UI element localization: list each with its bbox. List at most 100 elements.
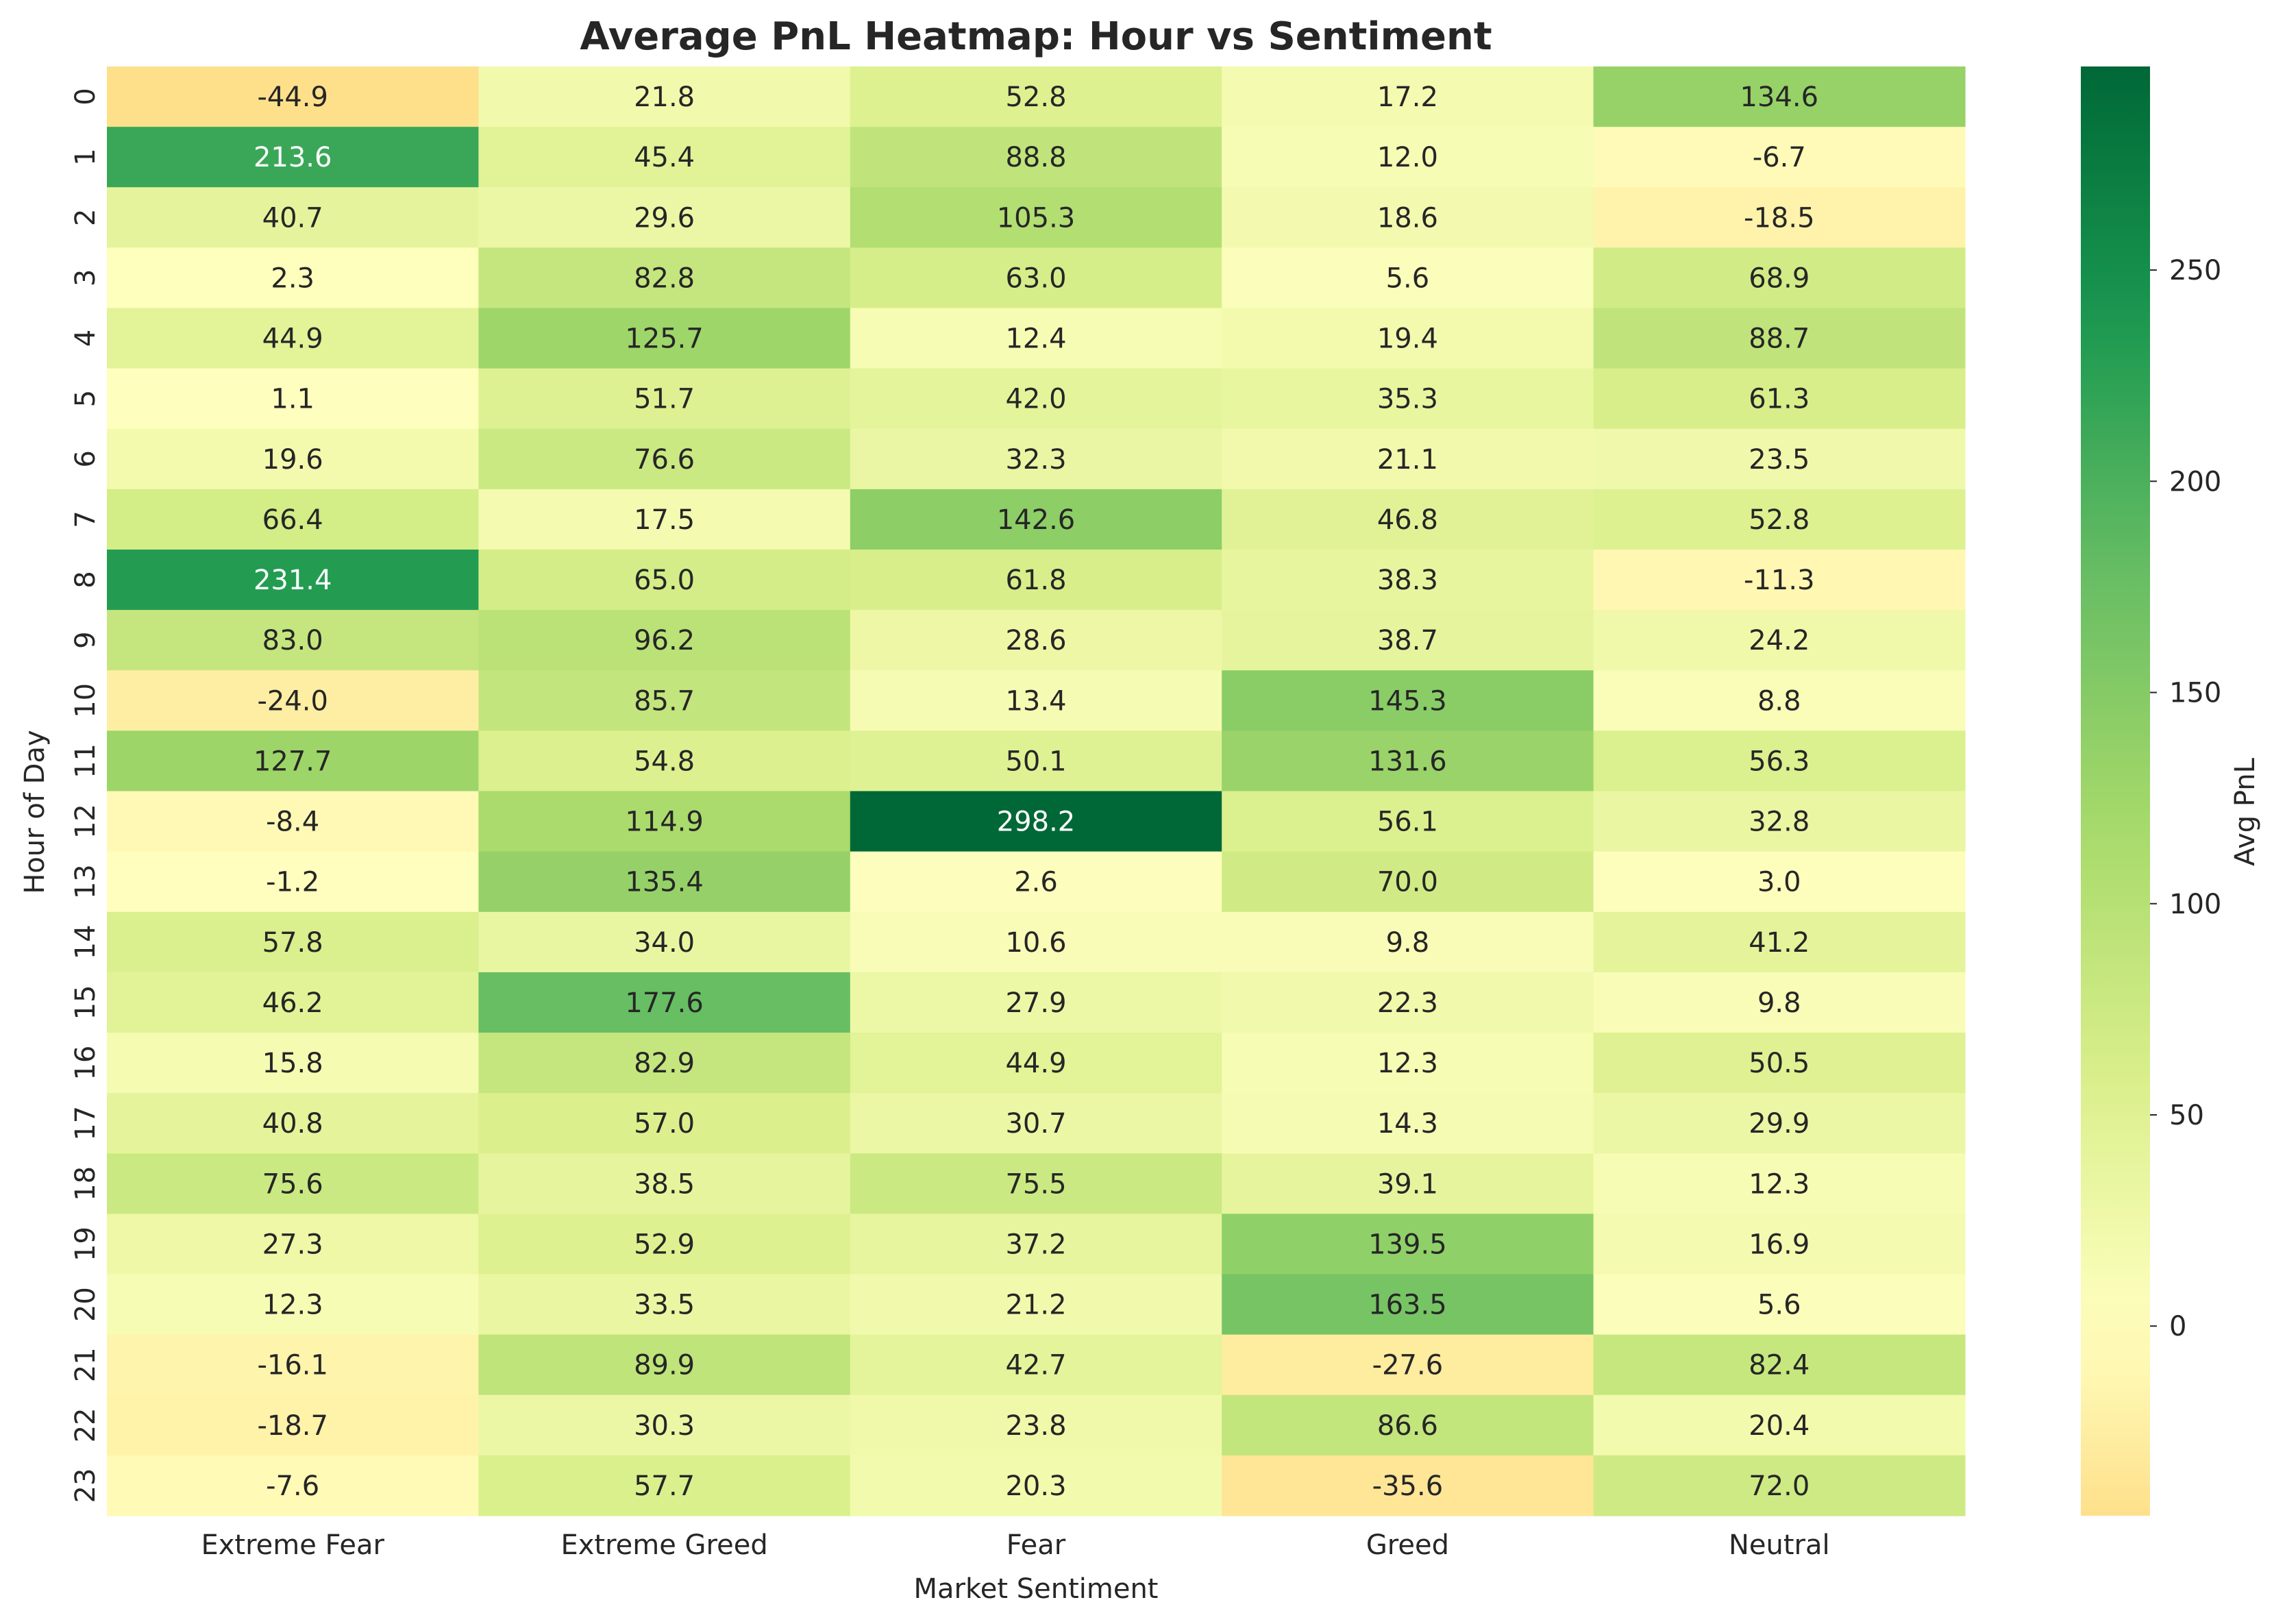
cell-value-label: 8.8 — [1757, 685, 1801, 717]
cell-value-label: -24.0 — [257, 685, 328, 717]
x-axis-ticks: Extreme Fear Extreme Greed Fear Greed Neutra… — [201, 1529, 1829, 1561]
heatmap-cell — [107, 730, 479, 792]
y-tick-label: 13 — [70, 864, 101, 899]
cell-value-label: 57.7 — [634, 1471, 695, 1502]
colorbar-tick-label: 0 — [2169, 1311, 2186, 1342]
heatmap-cell — [1222, 428, 1594, 490]
cell-value-label: 142.6 — [997, 504, 1076, 536]
x-tick-label: Fear — [1006, 1529, 1066, 1561]
x-tick-label: Extreme Fear — [201, 1529, 384, 1561]
cell-value-label: 34.0 — [634, 927, 695, 959]
cell-value-label: 21.2 — [1005, 1290, 1066, 1321]
heatmap-cell — [478, 851, 851, 913]
heatmap-cell — [850, 1214, 1222, 1275]
cell-value-label: 42.0 — [1005, 384, 1066, 415]
heatmap-cell — [1222, 368, 1594, 430]
heatmap-cell — [1593, 1214, 1966, 1275]
heatmap-cells: -44.9 21.8 52.8 17.2 134.6 213.6 45.4 88.8 12.0 -… — [107, 66, 1966, 1516]
heatmap-cell — [1222, 1274, 1594, 1336]
cell-value-label: 52.9 — [634, 1229, 695, 1260]
heatmap-cell — [850, 66, 1222, 127]
heatmap-cell — [478, 972, 851, 1033]
heatmap-cell — [107, 1455, 479, 1516]
heatmap-cell — [1593, 1455, 1966, 1516]
heatmap-cell — [1593, 127, 1966, 188]
cell-value-label: 61.8 — [1005, 565, 1066, 596]
heatmap-cell — [107, 428, 479, 490]
y-tick-label: 1 — [70, 148, 101, 165]
heatmap-cell — [107, 187, 479, 248]
heatmap-cell — [1222, 1455, 1594, 1516]
y-tick-label: 11 — [70, 743, 101, 778]
heatmap-cell — [107, 1214, 479, 1275]
y-tick-label: 6 — [70, 450, 101, 467]
cell-value-label: 177.6 — [625, 987, 704, 1019]
cell-value-label: 145.3 — [1368, 685, 1447, 717]
colorbar-tick-label: 200 — [2169, 466, 2221, 497]
heatmap-cell — [478, 187, 851, 248]
cell-value-label: 29.6 — [634, 202, 695, 234]
y-tick-label: 8 — [70, 571, 101, 588]
cell-value-label: 46.8 — [1377, 504, 1438, 536]
heatmap-cell — [478, 1274, 851, 1336]
cell-value-label: 76.6 — [634, 444, 695, 476]
cell-value-label: 27.3 — [262, 1229, 323, 1260]
cell-value-label: 83.0 — [262, 625, 323, 656]
heatmap-cell — [107, 972, 479, 1033]
heatmap-cell — [850, 730, 1222, 792]
cell-value-label: 28.6 — [1005, 625, 1066, 656]
cell-value-label: 12.3 — [262, 1290, 323, 1321]
colorbar-tick-label: 150 — [2169, 678, 2221, 709]
x-axis-label: Market Sentiment — [914, 1573, 1159, 1605]
heatmap-cell — [850, 187, 1222, 248]
heatmap-cell — [1222, 791, 1594, 852]
cell-value-label: -1.2 — [266, 867, 319, 898]
cell-value-label: 13.4 — [1005, 685, 1066, 717]
cell-value-label: 2.6 — [1014, 867, 1058, 898]
cell-value-label: 125.7 — [625, 323, 704, 355]
cell-value-label: 40.8 — [262, 1108, 323, 1140]
y-tick-label: 15 — [70, 985, 101, 1020]
cell-value-label: 127.7 — [254, 746, 332, 777]
heatmap-cell — [478, 1093, 851, 1154]
cell-value-label: 9.8 — [1757, 987, 1801, 1019]
cell-value-label: 68.9 — [1749, 262, 1810, 294]
heatmap-cell — [850, 489, 1222, 550]
heatmap-cell — [850, 1093, 1222, 1154]
cell-value-label: 1.1 — [271, 384, 314, 415]
heatmap-cell — [1222, 1214, 1594, 1275]
cell-value-label: 89.9 — [634, 1350, 695, 1381]
heatmap-cell — [1222, 851, 1594, 913]
heatmap-cell — [1593, 1394, 1966, 1456]
y-tick-label: 18 — [70, 1166, 101, 1201]
cell-value-label: 44.9 — [262, 323, 323, 355]
cell-value-label: 65.0 — [634, 565, 695, 596]
heatmap-cell — [850, 1394, 1222, 1456]
cell-value-label: 9.8 — [1386, 927, 1430, 959]
cell-value-label: 96.2 — [634, 625, 695, 656]
heatmap-cell — [1593, 1334, 1966, 1396]
cell-value-label: 12.3 — [1377, 1048, 1438, 1079]
cell-value-label: -16.1 — [257, 1350, 328, 1381]
heatmap-cell — [850, 428, 1222, 490]
heatmap-cell — [1593, 1274, 1966, 1336]
y-tick-label: 3 — [70, 269, 101, 286]
y-tick-label: 2 — [70, 209, 101, 226]
cell-value-label: 29.9 — [1749, 1108, 1810, 1140]
y-tick-label: 4 — [70, 330, 101, 347]
cell-value-label: 105.3 — [997, 202, 1076, 234]
heatmap-cell — [478, 1214, 851, 1275]
cell-value-label: 82.8 — [634, 262, 695, 294]
cell-value-label: 72.0 — [1749, 1471, 1810, 1502]
heatmap-cell — [1222, 730, 1594, 792]
y-tick-label: 19 — [70, 1227, 101, 1262]
heatmap-cell — [1222, 308, 1594, 369]
heatmap-cell — [1593, 670, 1966, 731]
cell-value-label: 56.3 — [1749, 746, 1810, 777]
heatmap-cell — [1222, 610, 1594, 671]
heatmap-cell — [850, 1153, 1222, 1214]
heatmap-cell — [478, 66, 851, 127]
cell-value-label: 30.7 — [1005, 1108, 1066, 1140]
heatmap-cell — [850, 670, 1222, 731]
